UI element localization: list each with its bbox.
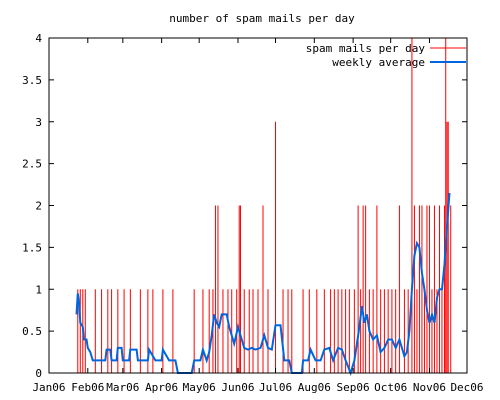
x-tick-label: Feb06 <box>71 381 104 394</box>
legend: spam mails per day weekly average <box>306 42 466 69</box>
x-tick-label: Jun06 <box>221 381 254 394</box>
chart-title: number of spam mails per day <box>169 12 355 25</box>
weekly-average-line <box>75 192 451 377</box>
x-tick-label: Dec06 <box>450 381 483 394</box>
x-tick-label: Jan06 <box>32 381 65 394</box>
y-tick-label: 3 <box>35 116 42 129</box>
y-tick-label: 1 <box>35 283 42 296</box>
y-tick-label: 3.5 <box>22 74 42 87</box>
y-tick-label: 2 <box>35 200 42 213</box>
daily-spam-impulses <box>77 38 452 373</box>
legend-label-spam: spam mails per day <box>306 42 426 55</box>
x-tick-label: Mar06 <box>106 381 139 394</box>
x-tick-label: Jul06 <box>259 381 292 394</box>
x-axis: Jan06 Feb06 Mar06 Apr06 May06 Jun06 Jul06 Aug06… <box>32 38 484 394</box>
y-tick-label: 0.5 <box>22 325 42 338</box>
y-tick-label: 0 <box>35 367 42 380</box>
x-tick-label: May06 <box>183 381 216 394</box>
x-tick-label: Nov06 <box>413 381 446 394</box>
x-tick-label: Apr06 <box>145 381 178 394</box>
y-tick-label: 2.5 <box>22 158 42 171</box>
x-tick-label: Sep06 <box>337 381 370 394</box>
y-tick-label: 1.5 <box>22 241 42 254</box>
x-tick-label: Aug06 <box>298 381 331 394</box>
x-tick-label: Oct06 <box>374 381 407 394</box>
y-tick-label: 4 <box>35 32 42 45</box>
legend-label-average: weekly average <box>332 56 425 69</box>
y-axis: 0 0.5 1 1.5 2 2.5 3 3.5 4 <box>22 32 467 380</box>
